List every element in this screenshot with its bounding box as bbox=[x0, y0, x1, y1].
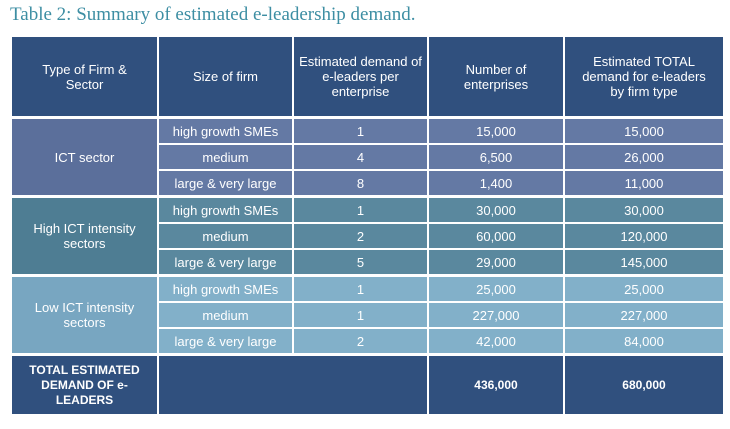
header-type: Type of Firm & Sector bbox=[12, 35, 159, 119]
total-cell: 26,000 bbox=[563, 143, 723, 171]
total-cell: 145,000 bbox=[563, 248, 723, 277]
enterprises-cell: 42,000 bbox=[427, 327, 565, 356]
total-cell: 11,000 bbox=[563, 169, 723, 198]
table-row: medium 2 60,000 120,000 bbox=[12, 222, 723, 250]
total-cell: 30,000 bbox=[563, 195, 723, 224]
size-cell: high growth SMEs bbox=[157, 116, 294, 145]
size-cell: large & very large bbox=[158, 248, 294, 277]
total-cell: 15,000 bbox=[563, 116, 723, 145]
total-cell: 25,000 bbox=[563, 274, 723, 303]
total-row: TOTAL ESTIMATED DEMAND OF e-LEADERS 436,0… bbox=[12, 353, 723, 416]
table-row: High ICT intensity sectors high growth SM… bbox=[12, 195, 723, 277]
header-row: Type of Firm & Sector Size of firm Estim… bbox=[12, 35, 723, 119]
header-size: Size of firm bbox=[157, 35, 294, 119]
size-cell: large & very large bbox=[158, 327, 294, 356]
table-row: large & very large 2 42,000 84,000 bbox=[12, 327, 723, 356]
header-per-enterprise: Estimated demand of e-leaders per enterp… bbox=[292, 35, 429, 119]
enterprises-cell: 227,000 bbox=[427, 301, 565, 329]
per-enterprise-cell: 5 bbox=[292, 248, 429, 277]
enterprises-cell: 15,000 bbox=[427, 116, 565, 145]
demand-table: Type of Firm & Sector Size of firm Estim… bbox=[12, 35, 723, 416]
size-cell: medium bbox=[158, 143, 294, 171]
per-enterprise-cell: 2 bbox=[292, 222, 429, 250]
table-row: ICT sector high growth SMEs 1 15,000 15,000 bbox=[12, 116, 723, 198]
enterprises-cell: 29,000 bbox=[427, 248, 565, 277]
per-enterprise-cell: 1 bbox=[292, 195, 429, 224]
total-enterprises: 436,000 bbox=[427, 353, 565, 416]
table-row: Low ICT intensity sectors high growth SME… bbox=[12, 274, 723, 356]
size-cell: large & very large bbox=[158, 169, 294, 198]
total-cell: 120,000 bbox=[563, 222, 723, 250]
total-label: TOTAL ESTIMATED DEMAND OF e-LEADERS bbox=[12, 353, 159, 416]
per-enterprise-cell: 8 bbox=[292, 169, 429, 198]
table-row: medium 1 227,000 227,000 bbox=[12, 301, 723, 329]
header-enterprises: Number of enterprises bbox=[427, 35, 565, 119]
size-cell: medium bbox=[158, 301, 294, 329]
table-row: medium 4 6,500 26,000 bbox=[12, 143, 723, 171]
per-enterprise-cell: 1 bbox=[292, 116, 429, 145]
size-cell: high growth SMEs bbox=[157, 195, 294, 224]
header-total: Estimated TOTAL demand for e-leaders by … bbox=[563, 35, 723, 119]
total-cell: 227,000 bbox=[563, 301, 723, 329]
total-empty-cell bbox=[157, 353, 429, 416]
enterprises-cell: 6,500 bbox=[427, 143, 565, 171]
total-demand: 680,000 bbox=[563, 353, 723, 416]
enterprises-cell: 60,000 bbox=[427, 222, 565, 250]
per-enterprise-cell: 2 bbox=[292, 327, 429, 356]
sector-cell: High ICT intensity sectors bbox=[12, 195, 159, 277]
total-cell: 84,000 bbox=[563, 327, 723, 356]
enterprises-cell: 25,000 bbox=[427, 274, 565, 303]
size-cell: high growth SMEs bbox=[157, 274, 294, 303]
table-row: large & very large 5 29,000 145,000 bbox=[12, 248, 723, 277]
sector-cell: Low ICT intensity sectors bbox=[12, 274, 159, 356]
enterprises-cell: 30,000 bbox=[427, 195, 565, 224]
enterprises-cell: 1,400 bbox=[427, 169, 565, 198]
sector-cell: ICT sector bbox=[12, 116, 159, 198]
per-enterprise-cell: 4 bbox=[292, 143, 429, 171]
table-title: Table 2: Summary of estimated e-leadersh… bbox=[10, 4, 416, 25]
per-enterprise-cell: 1 bbox=[292, 274, 429, 303]
size-cell: medium bbox=[158, 222, 294, 250]
per-enterprise-cell: 1 bbox=[292, 301, 429, 329]
